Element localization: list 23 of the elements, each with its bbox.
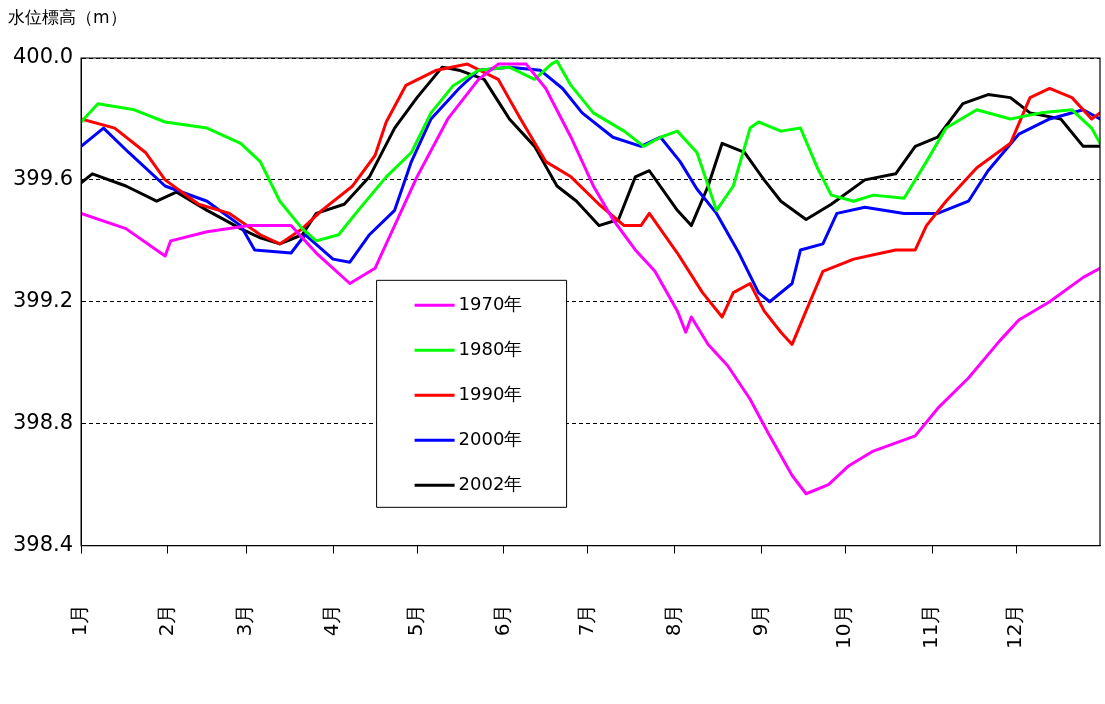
y-tick-label: 400.0 [12,44,74,69]
x-tick-label: 3月 [232,603,257,637]
y-tick-label: 399.2 [12,288,74,313]
y-axis-title: 水位標高（m） [8,6,127,27]
y-tick-label: 398.8 [12,410,74,435]
x-tick-label: 6月 [489,603,514,637]
legend-label: 2002年 [458,473,523,494]
x-tick-label: 9月 [747,603,772,637]
x-tick-label: 12月 [1002,603,1027,649]
y-tick-label: 398.4 [12,532,74,556]
legend-label: 1980年 [458,338,523,359]
x-tick-label: 7月 [573,603,598,637]
x-tick-label: 2月 [154,603,179,637]
x-tick-label: 8月 [660,603,685,637]
x-tick-label: 5月 [403,603,428,637]
legend-label: 1990年 [458,383,523,404]
x-tick-label: 11月 [918,603,943,649]
legend-label: 2000年 [458,428,523,449]
y-tick-label: 399.6 [12,166,74,191]
legend-label: 1970年 [458,293,523,314]
x-tick-label: 10月 [831,603,856,649]
x-tick-label: 1月 [67,603,92,637]
x-tick-label: 4月 [319,603,344,637]
